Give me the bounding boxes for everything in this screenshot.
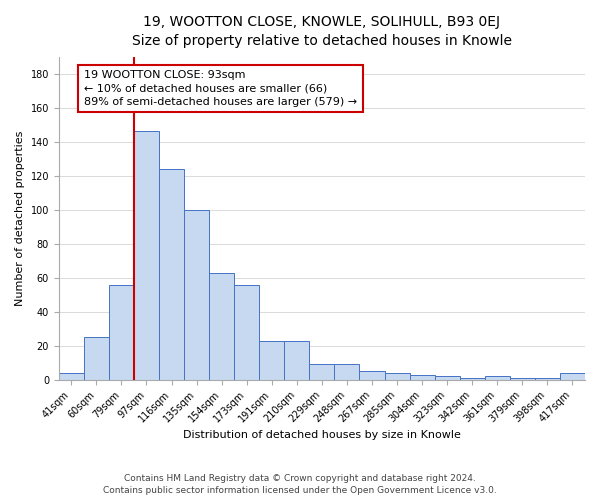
- Bar: [184, 210, 209, 380]
- Bar: [310, 364, 334, 380]
- Bar: [84, 338, 109, 380]
- Bar: [410, 374, 434, 380]
- Bar: [359, 372, 385, 380]
- Bar: [434, 376, 460, 380]
- Bar: [159, 169, 184, 380]
- Title: 19, WOOTTON CLOSE, KNOWLE, SOLIHULL, B93 0EJ
Size of property relative to detach: 19, WOOTTON CLOSE, KNOWLE, SOLIHULL, B93…: [132, 15, 512, 48]
- Bar: [560, 373, 585, 380]
- Text: Contains HM Land Registry data © Crown copyright and database right 2024.
Contai: Contains HM Land Registry data © Crown c…: [103, 474, 497, 495]
- Bar: [385, 373, 410, 380]
- Bar: [284, 340, 310, 380]
- Y-axis label: Number of detached properties: Number of detached properties: [15, 130, 25, 306]
- Bar: [334, 364, 359, 380]
- Bar: [209, 272, 234, 380]
- Bar: [134, 132, 159, 380]
- Bar: [485, 376, 510, 380]
- Bar: [259, 340, 284, 380]
- Bar: [109, 284, 134, 380]
- Bar: [510, 378, 535, 380]
- Bar: [234, 284, 259, 380]
- X-axis label: Distribution of detached houses by size in Knowle: Distribution of detached houses by size …: [183, 430, 461, 440]
- Text: 19 WOOTTON CLOSE: 93sqm
← 10% of detached houses are smaller (66)
89% of semi-de: 19 WOOTTON CLOSE: 93sqm ← 10% of detache…: [84, 70, 357, 106]
- Bar: [59, 373, 84, 380]
- Bar: [535, 378, 560, 380]
- Bar: [460, 378, 485, 380]
